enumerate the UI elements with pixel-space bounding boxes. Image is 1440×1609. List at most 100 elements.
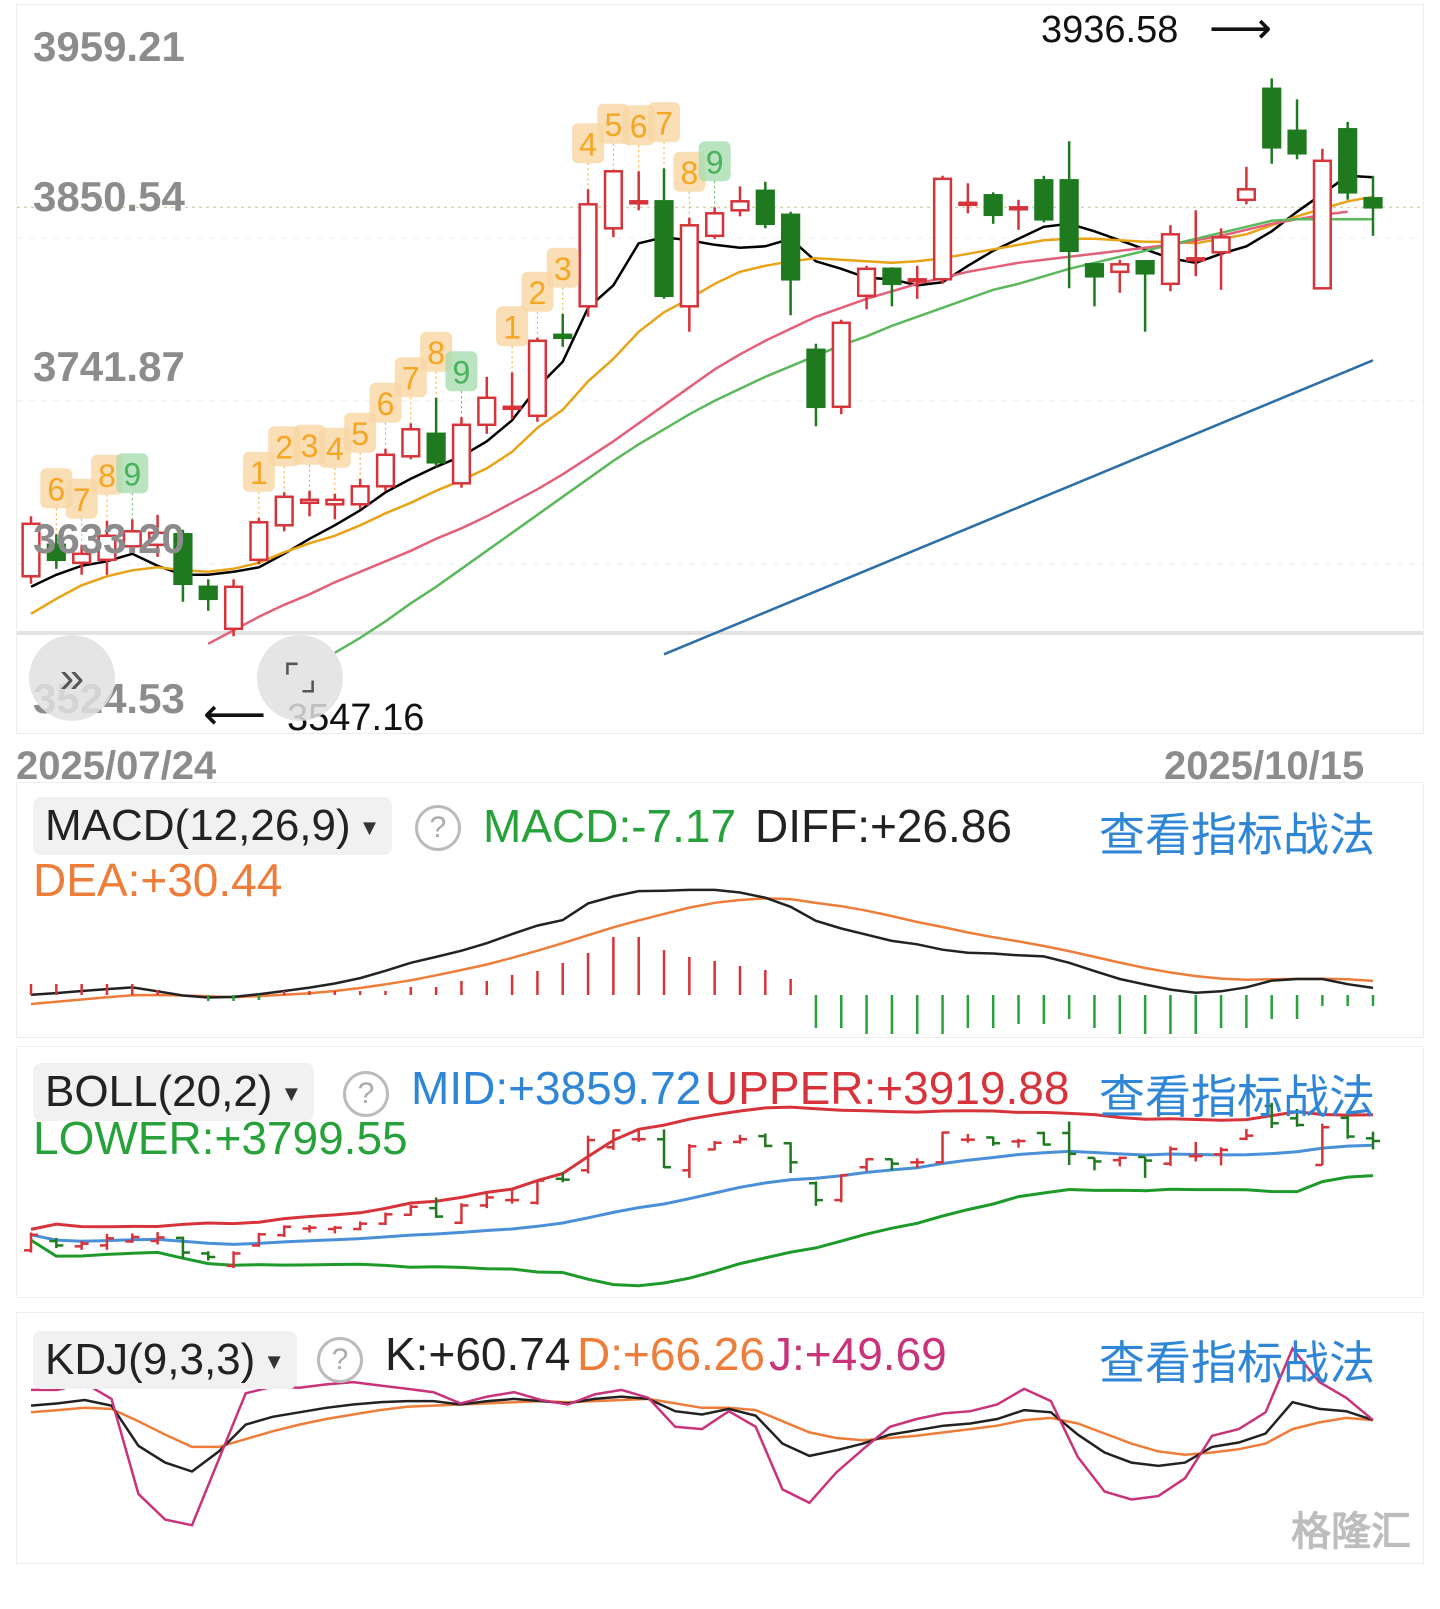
td-count-label: 7 <box>655 105 673 141</box>
td-count-label: 3 <box>301 428 319 464</box>
chevron-down-icon: ▼ <box>358 815 381 841</box>
td-count-label: 1 <box>503 309 521 345</box>
macd-strategy-link[interactable]: 查看指标战法 <box>1099 809 1375 861</box>
help-icon[interactable]: ? <box>343 1071 389 1117</box>
boll-strategy-link[interactable]: 查看指标战法 <box>1099 1071 1375 1123</box>
moving-average-line <box>30 195 1374 615</box>
y-label-1: 3959.21 <box>33 23 185 70</box>
td-count-badge <box>318 427 351 468</box>
help-icon[interactable]: ? <box>415 805 461 851</box>
candle-body <box>679 224 699 308</box>
kdj-k-value: K:+60.74 <box>385 1328 571 1380</box>
kdj-strategy-link[interactable]: 查看指标战法 <box>1099 1337 1375 1389</box>
td-count-badge <box>394 357 427 398</box>
td-count-badge <box>40 468 73 509</box>
candle-body <box>325 498 345 506</box>
high-arrow-icon: ⟶ <box>1209 4 1273 53</box>
fullscreen-icon[interactable]: ⌜⌟ <box>257 635 343 721</box>
td-count-label: 9 <box>453 354 471 390</box>
candle-body <box>147 531 168 547</box>
kdj-d-line <box>30 1397 1374 1457</box>
td-count-label: 6 <box>630 108 648 144</box>
candle-body <box>198 585 218 601</box>
candle-body <box>477 396 497 427</box>
td-count-badge <box>369 382 402 423</box>
candle-body <box>983 194 1003 217</box>
macd-chart <box>29 888 1375 1034</box>
end-date: 2025/10/15 <box>1164 744 1365 788</box>
td-count-badge <box>648 102 681 143</box>
moving-average-line <box>334 218 1373 654</box>
td-count-badge <box>521 271 554 312</box>
td-count-label: 1 <box>250 455 268 491</box>
chevron-down-icon: ▼ <box>263 1349 286 1375</box>
candle-body <box>1363 197 1383 209</box>
td-count-label: 6 <box>377 386 395 422</box>
candle-body <box>730 200 750 212</box>
diff-value: DIFF:+26.86 <box>755 800 1012 852</box>
kdj-j-value: J:+49.69 <box>769 1328 947 1380</box>
candle-body <box>97 534 117 562</box>
dea-value: DEA:+30.44 <box>33 854 283 906</box>
boll-lower-value: LOWER:+3799.55 <box>33 1112 408 1164</box>
boll-chart <box>24 1102 1380 1288</box>
kdj-panel: KDJ(9,3,3) ▼ ? K:+60.74 D:+66.26 J:+49.69… <box>16 1312 1424 1564</box>
kdj-k-line <box>30 1395 1374 1473</box>
td-count-label: 8 <box>427 335 445 371</box>
watermark-logo: 格隆汇 <box>1291 1510 1411 1554</box>
td-count-label: 6 <box>47 471 65 507</box>
candle-body <box>299 498 320 505</box>
candle-body <box>578 203 598 308</box>
boll-mid-line <box>30 1143 1374 1246</box>
candle-body <box>654 200 674 298</box>
candle-body <box>629 200 649 205</box>
td-count-badge <box>546 247 579 288</box>
kdj-indicator-selector[interactable]: KDJ(9,3,3) ▼ <box>33 1331 298 1389</box>
td-count-label: 9 <box>123 456 141 492</box>
candle-body <box>21 522 41 578</box>
candle-body <box>1034 179 1054 221</box>
td-count-label: 7 <box>402 360 420 396</box>
y-label-3: 3741.87 <box>33 343 185 390</box>
td-count-badge <box>698 141 731 182</box>
td-count-badge <box>293 424 326 465</box>
kdj-indicator-name: KDJ(9,3,3) <box>45 1335 256 1384</box>
candle-body <box>932 177 953 281</box>
candle-body <box>831 321 851 409</box>
candle-body <box>907 278 927 283</box>
boll-indicator-name: BOLL(20,2) <box>45 1067 273 1116</box>
candle-body <box>856 267 877 298</box>
candle-body <box>122 530 142 548</box>
boll-indicator-selector[interactable]: BOLL(20,2) ▼ <box>33 1063 315 1121</box>
kdj-d-value: D:+66.26 <box>577 1328 765 1380</box>
candle-body <box>882 267 902 286</box>
td-count-badge <box>344 412 377 453</box>
boll-lower-line <box>30 1174 1374 1288</box>
td-count-badge <box>673 151 706 192</box>
candle-body <box>1160 233 1181 286</box>
kdj-j-line <box>31 1346 1374 1527</box>
macd-value: MACD:-7.17 <box>483 800 737 852</box>
candle-body <box>173 533 193 586</box>
td-count-label: 2 <box>275 429 293 465</box>
candle-body <box>223 585 244 631</box>
candle-body <box>1186 257 1206 262</box>
candle-body <box>781 213 801 281</box>
expand-icon[interactable]: » <box>29 635 115 721</box>
candle-body <box>1008 206 1029 211</box>
candle-body <box>1236 188 1257 202</box>
macd-indicator-name: MACD(12,26,9) <box>45 801 351 850</box>
boll-upper-value: UPPER:+3919.88 <box>705 1062 1070 1114</box>
td-count-badge <box>597 103 630 144</box>
help-icon[interactable]: ? <box>317 1337 363 1383</box>
candle-body <box>1211 236 1231 254</box>
td-count-badge <box>65 478 98 519</box>
macd-indicator-selector[interactable]: MACD(12,26,9) ▼ <box>33 797 393 855</box>
boll-panel: BOLL(20,2) ▼ ? MID:+3859.72 UPPER:+3919.8… <box>16 1046 1424 1298</box>
candle-body <box>553 333 573 340</box>
candle-body <box>401 428 421 458</box>
candle-body <box>72 552 92 565</box>
y-label-4: 3633.20 <box>33 515 185 562</box>
